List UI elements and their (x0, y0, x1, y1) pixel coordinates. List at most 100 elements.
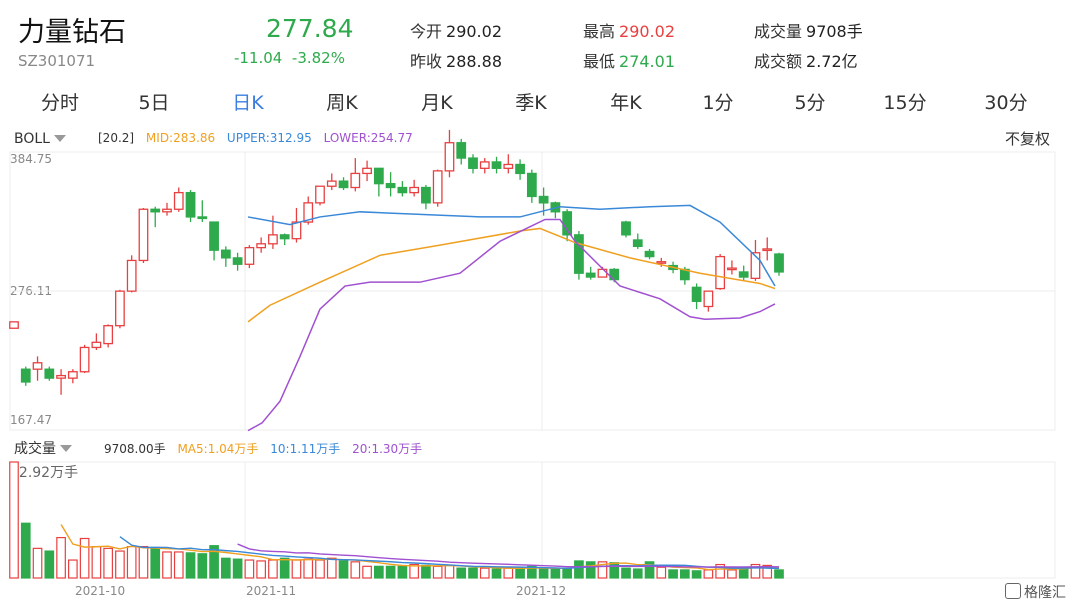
volume-bar (68, 559, 78, 579)
stat-value: 290.02 (446, 22, 502, 41)
stat-high: 最高 290.02 (583, 22, 675, 41)
x-label-oct: 2021-10 (75, 584, 126, 598)
candle-body (479, 161, 490, 169)
change-value: -11.04 (234, 49, 283, 67)
x-label-nov: 2021-11 (246, 584, 297, 598)
tab-monthly-k[interactable]: 月K (421, 92, 453, 114)
stat-value: 288.88 (446, 52, 502, 71)
candle-body (421, 186, 431, 204)
volume-bar (503, 567, 514, 579)
stat-volume: 成交量 9708手 (754, 22, 863, 41)
candle-body (562, 211, 573, 236)
volume-bar (91, 545, 102, 579)
volume-bar (444, 564, 455, 579)
candle-body (397, 186, 408, 194)
candle-body (456, 142, 467, 159)
boll-mid-line (247, 227, 776, 323)
volume-bar (103, 547, 113, 579)
tab-1min[interactable]: 1分 (702, 92, 734, 114)
tab-quarterly-k[interactable]: 季K (515, 92, 547, 114)
stock-code: SZ301071 (18, 52, 96, 70)
volume-ma10: 10:1.11万手 (270, 442, 341, 456)
volume-bar (727, 569, 737, 579)
candle-body (162, 208, 172, 213)
candle-body (691, 286, 702, 303)
volume-bar (574, 560, 584, 579)
candle-body (209, 221, 219, 251)
chevron-down-icon (53, 135, 66, 142)
candle-body (103, 325, 114, 345)
volume-bar (644, 561, 655, 579)
volume-bar (750, 563, 761, 579)
volume-bar (668, 569, 678, 579)
candle-body (738, 271, 749, 278)
volume-bar (397, 565, 408, 579)
candle-body (385, 183, 396, 189)
candle-body (185, 191, 196, 218)
candle-body (538, 195, 549, 204)
candle-body (468, 157, 478, 169)
stat-value: 2.72亿 (806, 52, 858, 71)
volume-bar (515, 567, 525, 579)
volume-bar (326, 557, 337, 579)
candle-body (91, 341, 102, 349)
volume-bar (244, 559, 255, 579)
boll-label: BOLL (14, 131, 50, 147)
volume-bar (656, 566, 667, 579)
volume-bar (562, 568, 572, 579)
candle-body (279, 234, 290, 240)
stat-turnover: 成交额 2.72亿 (754, 52, 858, 71)
boll-indicator-select[interactable]: BOLL (14, 128, 66, 147)
volume-bar (774, 569, 784, 579)
candle-body (20, 368, 31, 383)
stat-low: 最低 274.01 (583, 52, 675, 71)
candle-body (750, 252, 761, 279)
chevron-down-icon (60, 445, 72, 452)
adjust-toggle[interactable]: 不复权 (1005, 130, 1051, 148)
volume-bar (421, 564, 431, 579)
candle-body (9, 321, 19, 329)
volume-bar (409, 563, 419, 579)
candle-body (644, 250, 655, 258)
tab-5day[interactable]: 5日 (138, 92, 170, 114)
volume-bar (527, 565, 537, 579)
candle-body (32, 362, 43, 370)
candle-body (56, 374, 66, 379)
volume-bar (385, 565, 396, 579)
volume-bar (268, 559, 278, 579)
tab-yearly-k[interactable]: 年K (610, 92, 642, 114)
tab-15min[interactable]: 15分 (883, 92, 927, 114)
volume-ma20-line (237, 543, 780, 568)
tab-minute[interactable]: 分时 (40, 92, 80, 114)
candle-body (715, 255, 726, 290)
watermark-icon (1005, 583, 1021, 599)
volume-bar (209, 545, 219, 579)
candle-body (432, 170, 443, 204)
candle-body (291, 221, 302, 240)
volume-bar (680, 569, 690, 579)
tab-30min[interactable]: 30分 (984, 92, 1028, 114)
tab-weekly-k[interactable]: 周K (326, 92, 358, 114)
candle-body (115, 290, 125, 327)
volume-ma10-line (119, 536, 780, 570)
candle-body (303, 202, 314, 223)
candle-body (67, 371, 78, 379)
volume-indicator-select[interactable]: 成交量 (14, 438, 72, 458)
candle-body (574, 234, 584, 274)
candle-body (373, 167, 384, 185)
volume-axis-top: 12.92万手 (10, 465, 79, 481)
tab-5min[interactable]: 5分 (794, 92, 826, 114)
volume-bar (20, 522, 31, 579)
volume-bar (232, 558, 243, 579)
volume-bar (32, 547, 43, 579)
volume-bar (585, 561, 596, 579)
volume-bar (9, 461, 19, 579)
volume-bar (715, 563, 725, 579)
volume-bar (173, 551, 184, 579)
change-percent: -3.82% (291, 49, 345, 67)
tab-daily-k[interactable]: 日K (232, 92, 264, 114)
volume-bar (315, 559, 325, 579)
volume-bar (279, 557, 290, 579)
volume-bar (538, 568, 549, 579)
